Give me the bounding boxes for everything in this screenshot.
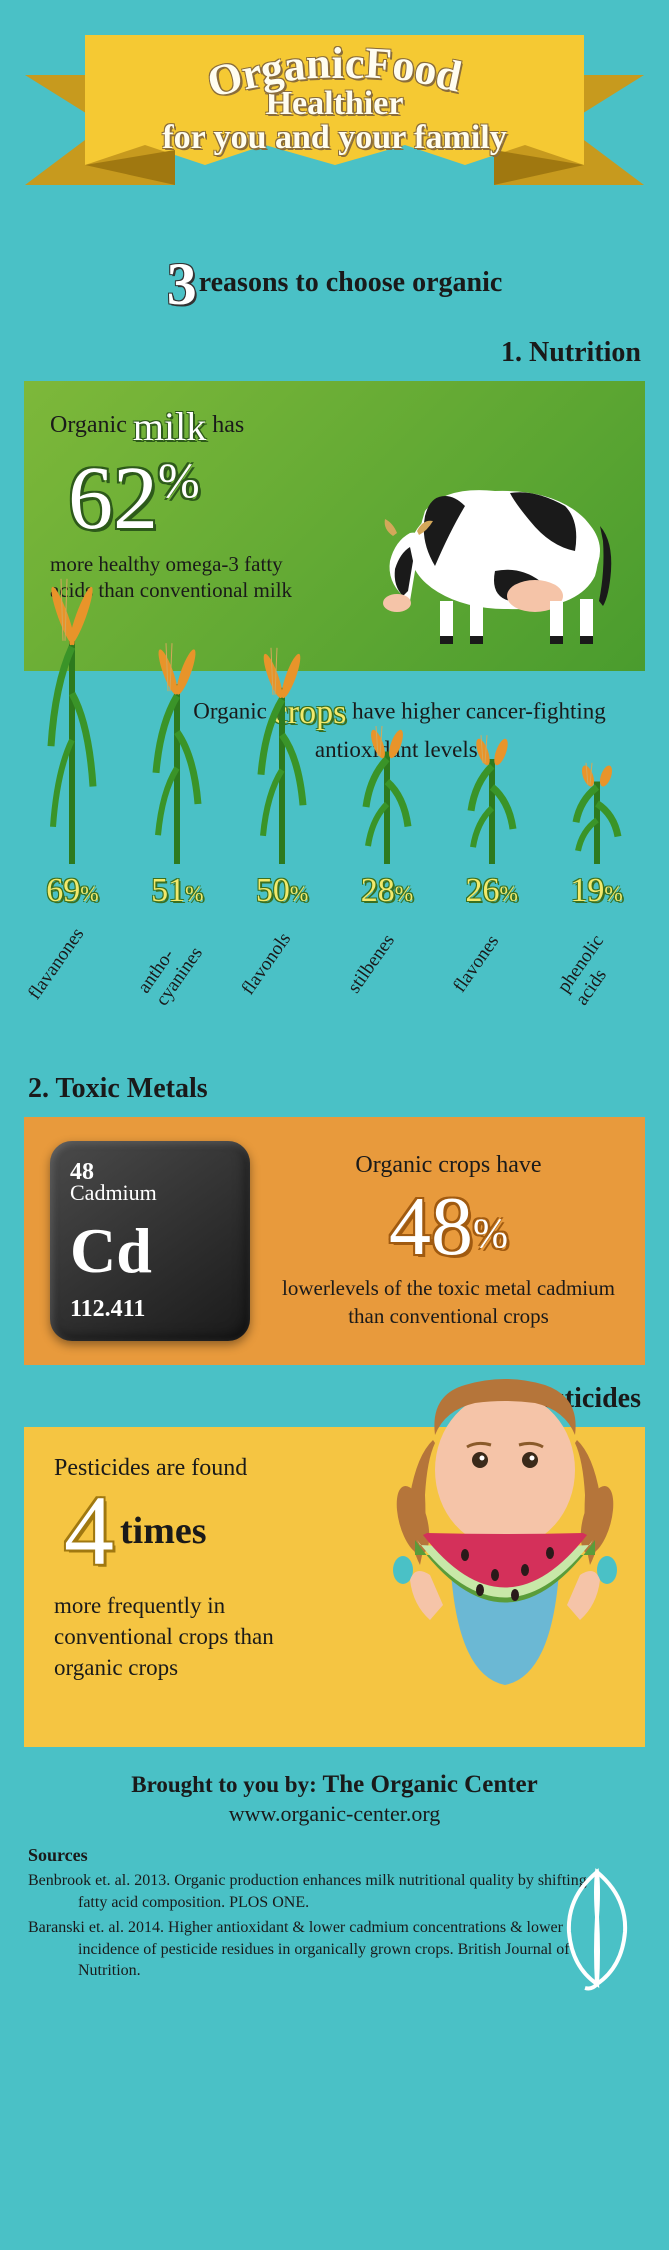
girl-watermelon-icon <box>355 1355 655 1755</box>
source-item: Baranski et. al. 2014. Higher antioxidan… <box>28 1917 588 1982</box>
toxic-line2: lowerlevels of the toxic metal cadmium t… <box>278 1275 619 1330</box>
heading-nutrition: 1. Nutrition <box>0 319 669 381</box>
source-item: Benbrook et. al. 2013. Organic productio… <box>28 1870 588 1913</box>
toxic-panel: 48 Cadmium Cd 112.411 Organic crops have… <box>24 1117 645 1365</box>
element-name: Cadmium <box>70 1180 230 1206</box>
element-tile: 48 Cadmium Cd 112.411 <box>50 1141 250 1341</box>
corn-icon <box>572 754 622 864</box>
element-mass: 112.411 <box>70 1296 230 1323</box>
crop-pct: 50% <box>256 872 308 910</box>
title-banner: Organic Food Healthier for you and your … <box>0 0 669 280</box>
crop-column: 28% stilbenes <box>337 714 437 1005</box>
crop-label: stilbenes <box>343 931 430 1020</box>
pest-times: times <box>120 1509 207 1553</box>
cow-icon <box>355 441 635 651</box>
org-name: The Organic Center <box>323 1771 538 1798</box>
crop-label: flavanones <box>24 924 120 1026</box>
crop-column: 69% flavanones <box>22 554 122 1005</box>
crop-label: phenolicacids <box>553 931 640 1019</box>
element-symbol: Cd <box>70 1219 230 1283</box>
website: www.organic-center.org <box>28 1801 641 1827</box>
brought-by: Brought to you by: The Organic Center <box>28 1771 641 1799</box>
milk-keyword: milk <box>133 404 206 449</box>
heading-toxic: 2. Toxic Metals <box>0 1055 669 1117</box>
crop-column: 51% antho-cyanines <box>127 624 227 1005</box>
corn-icon <box>362 714 412 864</box>
crops-chart: 69% flavanones 51% antho-cyanines <box>0 655 669 1015</box>
corn-icon <box>47 554 97 864</box>
crop-column: 19% phenolicacids <box>547 754 647 1005</box>
toxic-line1: Organic crops have <box>278 1152 619 1179</box>
banner-sub1: Healthier <box>0 85 669 123</box>
banner-sub2: for you and your family <box>0 119 669 157</box>
crop-pct: 28% <box>361 872 413 910</box>
pesticides-panel: Pesticides are found 4 times more freque… <box>24 1427 645 1747</box>
crop-pct: 69% <box>46 872 98 910</box>
crop-pct: 51% <box>151 872 203 910</box>
pest-value: 4 <box>64 1486 114 1576</box>
crop-column: 50% flavonols <box>232 629 332 1005</box>
footer: Brought to you by: The Organic Center ww… <box>0 1747 669 2022</box>
crop-label: flavones <box>449 932 535 1019</box>
pest-line2: more frequently in conventional crops th… <box>54 1590 334 1683</box>
corn-icon <box>257 629 307 864</box>
crop-pct: 26% <box>466 872 518 910</box>
crop-pct: 19% <box>570 872 622 910</box>
banner-title: Organic Food <box>0 38 669 89</box>
crop-label: antho-cyanines <box>134 931 221 1020</box>
leaf-logo-icon <box>547 1862 647 1992</box>
toxic-value: 48% <box>278 1185 619 1269</box>
crop-label: flavonols <box>237 929 327 1021</box>
corn-icon <box>152 624 202 864</box>
corn-icon <box>467 724 517 864</box>
crop-column: 26% flavones <box>442 724 542 1005</box>
